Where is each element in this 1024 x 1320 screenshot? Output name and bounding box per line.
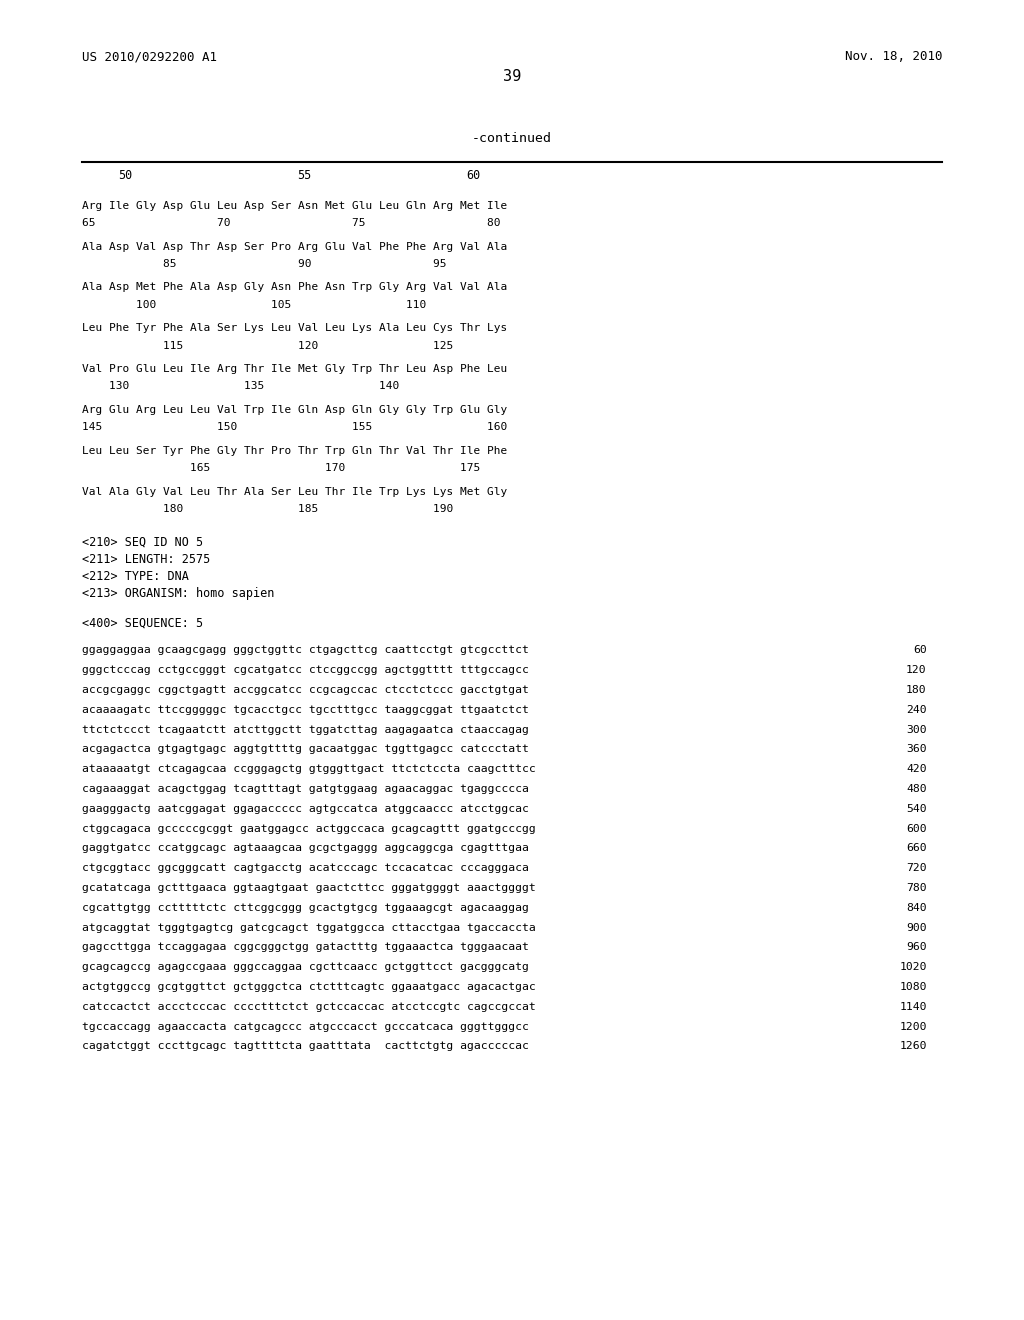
- Text: 1200: 1200: [899, 1022, 927, 1032]
- Text: gggctcccag cctgccgggt cgcatgatcc ctccggccgg agctggtttt tttgccagcc: gggctcccag cctgccgggt cgcatgatcc ctccggc…: [82, 665, 528, 676]
- Text: gcagcagccg agagccgaaa gggccaggaa cgcttcaacc gctggttcct gacgggcatg: gcagcagccg agagccgaaa gggccaggaa cgcttca…: [82, 962, 528, 973]
- Text: 39: 39: [503, 69, 521, 83]
- Text: 180: 180: [906, 685, 927, 696]
- Text: Arg Ile Gly Asp Glu Leu Asp Ser Asn Met Glu Leu Gln Arg Met Ile: Arg Ile Gly Asp Glu Leu Asp Ser Asn Met …: [82, 201, 507, 211]
- Text: acaaaagatc ttccgggggc tgcacctgcc tgcctttgcc taaggcggat ttgaatctct: acaaaagatc ttccgggggc tgcacctgcc tgccttt…: [82, 705, 528, 715]
- Text: 50: 50: [118, 169, 132, 182]
- Text: 120: 120: [906, 665, 927, 676]
- Text: cgcattgtgg cctttttctc cttcggcggg gcactgtgcg tggaaagcgt agacaaggag: cgcattgtgg cctttttctc cttcggcggg gcactgt…: [82, 903, 528, 913]
- Text: 360: 360: [906, 744, 927, 755]
- Text: Val Ala Gly Val Leu Thr Ala Ser Leu Thr Ile Trp Lys Lys Met Gly: Val Ala Gly Val Leu Thr Ala Ser Leu Thr …: [82, 487, 507, 498]
- Text: 1080: 1080: [899, 982, 927, 993]
- Text: 60: 60: [466, 169, 480, 182]
- Text: 1020: 1020: [899, 962, 927, 973]
- Text: gaggtgatcc ccatggcagc agtaaagcaa gcgctgaggg aggcaggcga cgagtttgaa: gaggtgatcc ccatggcagc agtaaagcaa gcgctga…: [82, 843, 528, 854]
- Text: 780: 780: [906, 883, 927, 894]
- Text: 130                 135                 140: 130 135 140: [82, 381, 399, 392]
- Text: actgtggccg gcgtggttct gctgggctca ctctttcagtc ggaaatgacc agacactgac: actgtggccg gcgtggttct gctgggctca ctctttc…: [82, 982, 536, 993]
- Text: <210> SEQ ID NO 5: <210> SEQ ID NO 5: [82, 536, 203, 549]
- Text: 55: 55: [297, 169, 311, 182]
- Text: cagaaaggat acagctggag tcagtttagt gatgtggaag agaacaggac tgaggcccca: cagaaaggat acagctggag tcagtttagt gatgtgg…: [82, 784, 528, 795]
- Text: ataaaaatgt ctcagagcaa ccgggagctg gtgggttgact ttctctccta caagctttcc: ataaaaatgt ctcagagcaa ccgggagctg gtgggtt…: [82, 764, 536, 775]
- Text: catccactct accctcccac cccctttctct gctccaccac atcctccgtc cagccgccat: catccactct accctcccac cccctttctct gctcca…: [82, 1002, 536, 1012]
- Text: accgcgaggc cggctgagtt accggcatcc ccgcagccac ctcctctccc gacctgtgat: accgcgaggc cggctgagtt accggcatcc ccgcagc…: [82, 685, 528, 696]
- Text: 145                 150                 155                 160: 145 150 155 160: [82, 422, 507, 433]
- Text: US 2010/0292200 A1: US 2010/0292200 A1: [82, 50, 217, 63]
- Text: ctggcagaca gcccccgcggt gaatggagcc actggccaca gcagcagttt ggatgcccgg: ctggcagaca gcccccgcggt gaatggagcc actggc…: [82, 824, 536, 834]
- Text: Val Pro Glu Leu Ile Arg Thr Ile Met Gly Trp Thr Leu Asp Phe Leu: Val Pro Glu Leu Ile Arg Thr Ile Met Gly …: [82, 364, 507, 375]
- Text: 115                 120                 125: 115 120 125: [82, 341, 454, 351]
- Text: Nov. 18, 2010: Nov. 18, 2010: [845, 50, 942, 63]
- Text: gagccttgga tccaggagaa cggcgggctgg gatactttg tggaaactca tgggaacaat: gagccttgga tccaggagaa cggcgggctgg gatact…: [82, 942, 528, 953]
- Text: 480: 480: [906, 784, 927, 795]
- Text: gcatatcaga gctttgaaca ggtaagtgaat gaactcttcc gggatggggt aaactggggt: gcatatcaga gctttgaaca ggtaagtgaat gaactc…: [82, 883, 536, 894]
- Text: 840: 840: [906, 903, 927, 913]
- Text: 300: 300: [906, 725, 927, 735]
- Text: <400> SEQUENCE: 5: <400> SEQUENCE: 5: [82, 616, 203, 630]
- Text: Ala Asp Met Phe Ala Asp Gly Asn Phe Asn Trp Gly Arg Val Val Ala: Ala Asp Met Phe Ala Asp Gly Asn Phe Asn …: [82, 282, 507, 293]
- Text: acgagactca gtgagtgagc aggtgttttg gacaatggac tggttgagcc catccctatt: acgagactca gtgagtgagc aggtgttttg gacaatg…: [82, 744, 528, 755]
- Text: <213> ORGANISM: homo sapien: <213> ORGANISM: homo sapien: [82, 587, 274, 601]
- Text: 85                  90                  95: 85 90 95: [82, 259, 446, 269]
- Text: 100                 105                 110: 100 105 110: [82, 300, 426, 310]
- Text: 1140: 1140: [899, 1002, 927, 1012]
- Text: 60: 60: [913, 645, 927, 656]
- Text: ggaggaggaa gcaagcgagg gggctggttc ctgagcttcg caattcctgt gtcgccttct: ggaggaggaa gcaagcgagg gggctggttc ctgagct…: [82, 645, 528, 656]
- Text: 180                 185                 190: 180 185 190: [82, 504, 454, 515]
- Text: <211> LENGTH: 2575: <211> LENGTH: 2575: [82, 553, 210, 566]
- Text: gaagggactg aatcggagat ggagaccccc agtgccatca atggcaaccc atcctggcac: gaagggactg aatcggagat ggagaccccc agtgcca…: [82, 804, 528, 814]
- Text: 240: 240: [906, 705, 927, 715]
- Text: ctgcggtacc ggcgggcatt cagtgacctg acatcccagc tccacatcac cccagggaca: ctgcggtacc ggcgggcatt cagtgacctg acatccc…: [82, 863, 528, 874]
- Text: ttctctccct tcagaatctt atcttggctt tggatcttag aagagaatca ctaaccagag: ttctctccct tcagaatctt atcttggctt tggatct…: [82, 725, 528, 735]
- Text: tgccaccagg agaaccacta catgcagccc atgcccacct gcccatcaca gggttgggcc: tgccaccagg agaaccacta catgcagccc atgccca…: [82, 1022, 528, 1032]
- Text: 65                  70                  75                  80: 65 70 75 80: [82, 218, 501, 228]
- Text: Ala Asp Val Asp Thr Asp Ser Pro Arg Glu Val Phe Phe Arg Val Ala: Ala Asp Val Asp Thr Asp Ser Pro Arg Glu …: [82, 242, 507, 252]
- Text: atgcaggtat tgggtgagtcg gatcgcagct tggatggcca cttacctgaa tgaccaccta: atgcaggtat tgggtgagtcg gatcgcagct tggatg…: [82, 923, 536, 933]
- Text: 600: 600: [906, 824, 927, 834]
- Text: Leu Phe Tyr Phe Ala Ser Lys Leu Val Leu Lys Ala Leu Cys Thr Lys: Leu Phe Tyr Phe Ala Ser Lys Leu Val Leu …: [82, 323, 507, 334]
- Text: Arg Glu Arg Leu Leu Val Trp Ile Gln Asp Gln Gly Gly Trp Glu Gly: Arg Glu Arg Leu Leu Val Trp Ile Gln Asp …: [82, 405, 507, 416]
- Text: 1260: 1260: [899, 1041, 927, 1052]
- Text: 900: 900: [906, 923, 927, 933]
- Text: 165                 170                 175: 165 170 175: [82, 463, 480, 474]
- Text: 420: 420: [906, 764, 927, 775]
- Text: Leu Leu Ser Tyr Phe Gly Thr Pro Thr Trp Gln Thr Val Thr Ile Phe: Leu Leu Ser Tyr Phe Gly Thr Pro Thr Trp …: [82, 446, 507, 457]
- Text: 660: 660: [906, 843, 927, 854]
- Text: cagatctggt cccttgcagc tagttttcta gaatttata  cacttctgtg agacccccac: cagatctggt cccttgcagc tagttttcta gaattta…: [82, 1041, 528, 1052]
- Text: 720: 720: [906, 863, 927, 874]
- Text: 960: 960: [906, 942, 927, 953]
- Text: 540: 540: [906, 804, 927, 814]
- Text: <212> TYPE: DNA: <212> TYPE: DNA: [82, 570, 188, 583]
- Text: -continued: -continued: [472, 132, 552, 145]
